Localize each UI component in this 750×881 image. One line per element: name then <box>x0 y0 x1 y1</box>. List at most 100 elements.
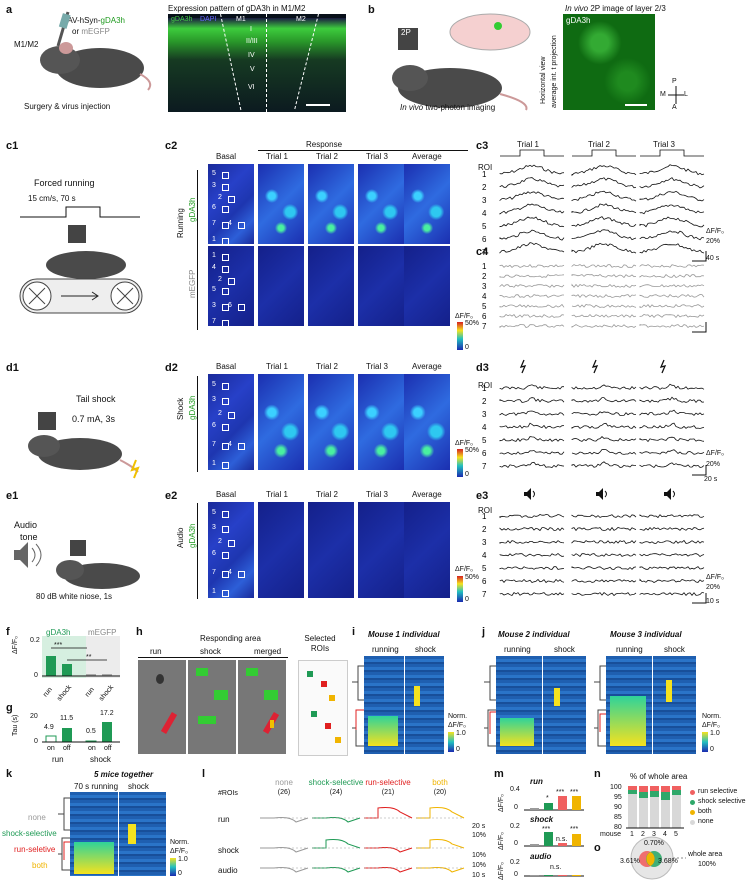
n-ytick-90: 90 <box>614 804 622 811</box>
h-merged-image <box>238 660 286 754</box>
c2-roi-box <box>222 304 229 311</box>
e2-col-3: Trial 3 <box>366 490 388 499</box>
c2-roi-label: 3 <box>212 182 216 189</box>
row-megfp: mEGFP <box>188 269 197 298</box>
d2-roi-box <box>222 383 229 391</box>
g-group-shock: shock <box>90 755 111 764</box>
c2-roi-box <box>238 304 245 311</box>
row-gda3h: gDA3h <box>188 197 197 222</box>
audio-title-2: tone <box>20 532 38 542</box>
projection-label: average int. t projection <box>551 35 558 108</box>
n-stacked-bars <box>626 786 684 829</box>
n-mouse-4: 4 <box>663 831 667 838</box>
n-legend-swatch <box>690 800 695 805</box>
m-title-audio: audio <box>530 852 552 861</box>
cbar-min-d2: 0 <box>465 471 469 478</box>
n-ytick-100: 100 <box>610 784 622 791</box>
d3svg-row-label: 7 <box>482 462 487 471</box>
compass-arrows-icon <box>668 86 684 104</box>
row-audio: Audio <box>176 527 185 548</box>
e2-image-r0-c3 <box>358 502 404 598</box>
n-ytick-85: 85 <box>614 814 622 821</box>
e2-roi-label: 2 <box>218 538 222 545</box>
megfp-region <box>86 636 120 678</box>
l-scale-v2: 10% <box>472 852 487 859</box>
m-tick3-0: 0 <box>514 871 518 878</box>
j-title-mouse3: Mouse 3 individual <box>610 630 682 639</box>
e2-image-r0-c1 <box>258 502 304 598</box>
cbar-min-c2: 0 <box>465 344 469 351</box>
c4svg-row-label: 6 <box>482 312 487 321</box>
k-cbar-t2: ΔF/F₀ <box>170 848 189 855</box>
f-x-run: run <box>42 686 54 699</box>
n-legend-swatch <box>690 790 695 795</box>
l-group-n: (20) <box>433 789 447 796</box>
i-cbar-t1: Norm. <box>448 713 468 720</box>
row-gda3h-d: gDA3h <box>188 395 197 420</box>
label-m1: M1 <box>236 16 246 23</box>
c2-image-r1-c2 <box>308 246 354 326</box>
c2-roi-label: 6 <box>212 204 216 211</box>
i-colorbar <box>448 732 454 752</box>
cbar-max-e2: 50% <box>465 574 480 581</box>
e3svg-row-label: 7 <box>482 590 487 599</box>
c2-roi-label: 5 <box>212 286 216 293</box>
f-tick-02: 0.2 <box>30 637 40 644</box>
c2-roi-label: 1 <box>212 236 216 243</box>
e3svg-row-label: 3 <box>482 538 487 547</box>
panel-label-k: k <box>6 768 13 780</box>
h-title: Responding area <box>200 634 261 643</box>
j-col-shock-3: shock <box>664 645 685 654</box>
k-col-running: 70 s running <box>74 782 119 791</box>
n-ytick-95: 95 <box>614 794 622 801</box>
g-x-off1: off <box>63 745 71 752</box>
trial2-c3: Trial 2 <box>588 140 610 149</box>
k-cbar-t1: Norm. <box>170 839 190 846</box>
e2-roi-label: 3 <box>212 523 216 531</box>
c2-col-4: Average <box>412 152 442 161</box>
j-cbar-t1: Norm. <box>702 713 722 720</box>
j-cbar-max: 1.0 <box>710 730 720 737</box>
cbar-min-e2: 0 <box>465 596 469 603</box>
j-heatmap-3 <box>606 656 696 754</box>
scale-label-c3: ΔF/F₀ <box>706 228 725 235</box>
d2-image-r0-c0 <box>208 374 254 470</box>
l-row-shock: shock <box>218 846 239 855</box>
m-sig-run-2: *** <box>556 789 565 796</box>
h-col-run: run <box>150 647 162 656</box>
e2-roi-box <box>222 571 229 579</box>
scale-label-e3: ΔF/F₀ <box>706 574 725 581</box>
l-average-traces <box>260 807 465 873</box>
m-sig-shock-1: *** <box>542 826 551 833</box>
scale-t-c3: 40 s <box>706 255 720 262</box>
d2-roi-box <box>222 462 229 470</box>
k-group-both: both <box>32 861 48 870</box>
l-group-name: run-selective <box>365 778 411 787</box>
o-shock-pct: 3.68% <box>658 858 678 865</box>
k-dendrogram <box>58 797 70 871</box>
panel-label-d2: d2 <box>165 362 178 374</box>
l-group-n: (21) <box>381 789 395 796</box>
e3svg-row-label: 1 <box>482 512 487 521</box>
d2-col-3: Trial 3 <box>366 362 388 371</box>
panel-label-e1: e1 <box>6 490 19 502</box>
h-col-merged: merged <box>254 647 282 656</box>
traces-c3: 1 2 3 4 5 6 7 <box>482 149 707 262</box>
d2-image-r0-c2 <box>308 374 354 470</box>
m-title-run: run <box>530 777 543 786</box>
c2-roi-box <box>222 238 229 245</box>
tail-shock-title: Tail shock <box>76 394 116 404</box>
h-run-image <box>138 660 186 754</box>
e3svg-row-label: 2 <box>482 525 487 534</box>
scale-t-e3: 10 s <box>706 598 720 605</box>
i-col-running: running <box>372 645 399 654</box>
n-mouse-5: 5 <box>674 831 678 838</box>
l-group-name: none <box>275 778 293 787</box>
e2-col-2: Trial 2 <box>316 490 338 499</box>
d2-roi-label: 6 <box>212 422 216 429</box>
g-val3: 0.5 <box>86 728 96 735</box>
m-tick3-top: 0.2 <box>510 859 520 866</box>
d3svg-row-label: 6 <box>482 449 487 458</box>
o-venn-diagram <box>630 836 686 880</box>
